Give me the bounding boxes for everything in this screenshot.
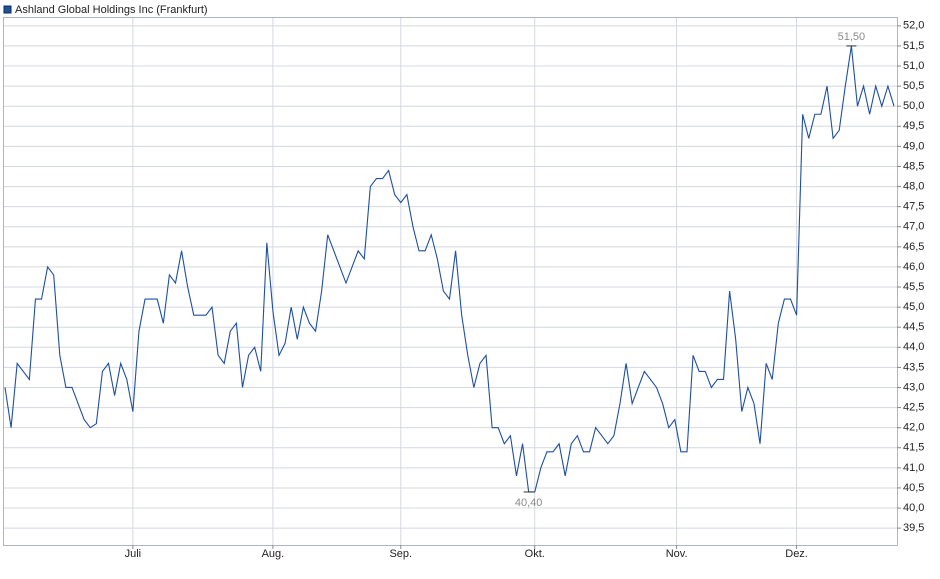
y-tick-label: 46,0: [903, 261, 924, 273]
y-tick-label: 41,5: [903, 442, 924, 454]
y-tick-label: 42,5: [903, 401, 924, 413]
y-tick-label: 48,5: [903, 160, 924, 172]
y-tick-label: 49,0: [903, 140, 924, 152]
x-tick-label: Okt.: [525, 548, 545, 560]
y-tick-label: 40,0: [903, 502, 924, 514]
x-tick-label: Sep.: [389, 548, 412, 560]
legend-swatch: [3, 5, 12, 14]
legend-label: Ashland Global Holdings Inc (Frankfurt): [15, 4, 208, 16]
y-tick-label: 42,0: [903, 422, 924, 434]
y-tick-label: 44,5: [903, 321, 924, 333]
y-tick-label: 48,0: [903, 180, 924, 192]
x-tick-label: Juli: [125, 548, 142, 560]
y-tick-label: 43,5: [903, 361, 924, 373]
y-tick-label: 39,5: [903, 522, 924, 534]
plot-frame: [3, 17, 898, 546]
y-tick-label: 43,0: [903, 381, 924, 393]
y-tick-label: 51,5: [903, 40, 924, 52]
y-tick-label: 47,0: [903, 221, 924, 233]
y-tick-label: 52,0: [903, 20, 924, 32]
x-tick-label: Aug.: [262, 548, 285, 560]
y-tick-label: 51,0: [903, 60, 924, 72]
y-tick-label: 41,0: [903, 462, 924, 474]
y-tick-label: 45,5: [903, 281, 924, 293]
x-tick-label: Nov.: [666, 548, 688, 560]
y-tick-label: 40,5: [903, 482, 924, 494]
extreme-label: 40,40: [515, 497, 543, 509]
y-tick-label: 47,5: [903, 201, 924, 213]
y-tick-label: 50,0: [903, 100, 924, 112]
y-tick-label: 46,5: [903, 241, 924, 253]
x-tick-label: Dez.: [785, 548, 808, 560]
price-line: [4, 45, 895, 493]
extreme-label: 51,50: [838, 31, 866, 43]
y-tick-label: 49,5: [903, 120, 924, 132]
y-tick-label: 44,0: [903, 341, 924, 353]
y-tick-label: 50,5: [903, 80, 924, 92]
y-tick-label: 45,0: [903, 301, 924, 313]
